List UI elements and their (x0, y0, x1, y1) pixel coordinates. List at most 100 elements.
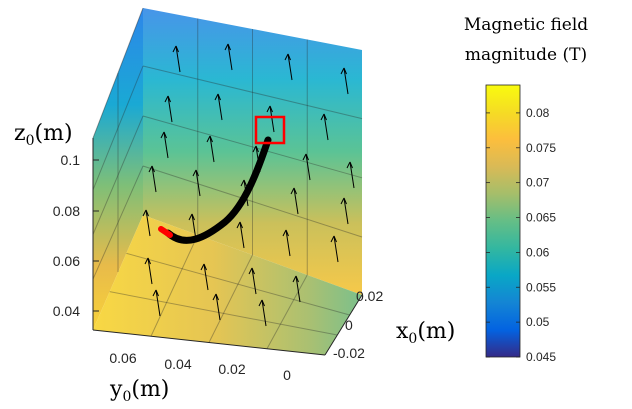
field-arrow-head (151, 165, 155, 173)
field-arrow-head (200, 263, 205, 271)
y-tick-label: 0 (283, 367, 291, 383)
x-axis-label: x0(m) (396, 319, 455, 347)
field-arrow-head (147, 257, 151, 265)
field-arrow-head (195, 169, 199, 177)
field-arrow-head (320, 113, 325, 121)
x-tick-labels: 0.02 0 -0.02 (333, 288, 383, 361)
field-arrow (175, 45, 181, 73)
field-arrow-head (142, 209, 147, 217)
colorbar-tick-label: 0.055 (526, 280, 556, 294)
field-arrow-head (248, 267, 253, 275)
colorbar-ticks: 0.08 0.075 0.07 0.065 0.06 0.055 0.05 0.045 (486, 106, 556, 364)
floor-gridline (266, 274, 308, 349)
field-arrow-head (293, 187, 297, 195)
field-arrow-head (175, 45, 179, 53)
y-axis-label: y0(m) (109, 377, 169, 405)
back-wall-gridline (142, 115, 363, 179)
field-arrow-head (212, 293, 217, 301)
colorbar-tick-label: 0.045 (526, 350, 556, 364)
field-arrow-head (287, 53, 291, 61)
left-wall (93, 8, 143, 330)
x-tick-label: 0 (345, 317, 353, 333)
field-arrow (251, 267, 257, 295)
field-arrow-head (215, 293, 219, 301)
field-arrow-head (305, 153, 309, 161)
field-arrow-head (203, 263, 207, 271)
field-arrow (287, 53, 293, 81)
field-arrow (293, 187, 299, 215)
field-arrow (215, 293, 221, 321)
field-arrow (343, 67, 349, 95)
field-arrow-head (243, 179, 247, 187)
colorbar-tick-label: 0.05 (526, 315, 550, 329)
field-arrow-head (343, 67, 347, 75)
field-arrow-head (217, 93, 221, 101)
field-arrow-head (209, 135, 213, 143)
field-arrow-head (282, 229, 287, 237)
field-arrow (195, 169, 201, 197)
field-arrow (227, 43, 233, 71)
field-arrow-head (266, 105, 271, 113)
left-wall-gridline (92, 65, 144, 190)
field-arrow-head (145, 209, 149, 217)
field-arrow (163, 131, 169, 159)
y-tick-label: 0.04 (164, 356, 191, 372)
field-arrow-head (214, 93, 219, 101)
floor-gridline (109, 291, 338, 336)
field-arrow-head (144, 257, 149, 265)
floor-gridline (126, 252, 350, 316)
box-edge (92, 7, 144, 139)
colorbar (485, 84, 521, 358)
field-arrow-head (284, 53, 289, 61)
floor (93, 215, 362, 355)
colorbar-tick-label: 0.07 (526, 176, 550, 190)
field-arrow-head (330, 235, 335, 243)
trajectory-curve (164, 136, 272, 244)
field-arrow-head (255, 145, 259, 153)
field-arrow-head (290, 187, 295, 195)
field-arrow (261, 299, 267, 327)
field-arrow-head (163, 131, 167, 139)
field-arrow-head (340, 197, 345, 205)
field-arrow (285, 229, 291, 257)
z-axis-label: z0(m) (14, 121, 73, 149)
y-tick-labels: 0.06 0.04 0.02 0 (109, 350, 291, 383)
trajectory-start (158, 226, 173, 238)
field-arrow-head (164, 95, 169, 103)
colorbar-title-line1: Magnetic field (464, 15, 588, 35)
z-tick-labels: 0.1 0.08 0.06 0.04 (53, 152, 80, 319)
y-tick-label: 0.06 (109, 350, 136, 366)
floor-gridline (208, 254, 253, 343)
field-arrow (147, 257, 153, 285)
colorbar-tick-label: 0.08 (526, 106, 550, 120)
field-arrow-head (258, 299, 263, 307)
field-arrow (209, 135, 215, 163)
field-arrow-head (155, 289, 159, 297)
field-arrow-head (349, 161, 353, 169)
z-tick-label: 0.1 (61, 152, 81, 168)
field-arrow-head (188, 213, 193, 221)
colorbar-tick-label: 0.065 (526, 211, 556, 225)
axis-grid (92, 7, 363, 356)
field-arrow-head (302, 153, 307, 161)
field-arrow (343, 197, 349, 225)
z-tick-label: 0.08 (53, 203, 80, 219)
z-tick-label: 0.06 (53, 253, 80, 269)
back-wall-gridline (142, 165, 363, 238)
field-arrow (217, 93, 223, 121)
field-arrow-head (148, 165, 153, 173)
back-wall (143, 8, 362, 295)
field-arrow-head (292, 275, 297, 283)
field-arrow (295, 275, 301, 303)
field-arrow (239, 221, 245, 249)
field-arrow-head (236, 221, 241, 229)
field-arrow-head (340, 67, 345, 75)
field-arrow (167, 95, 173, 123)
field-arrow-head (239, 221, 243, 229)
field-arrow-head (240, 179, 245, 187)
field-arrow (151, 165, 157, 193)
field-arrow-head (285, 229, 289, 237)
field-arrow (145, 209, 151, 237)
field-arrow-head (333, 235, 337, 243)
left-wall-gridline (92, 165, 144, 280)
